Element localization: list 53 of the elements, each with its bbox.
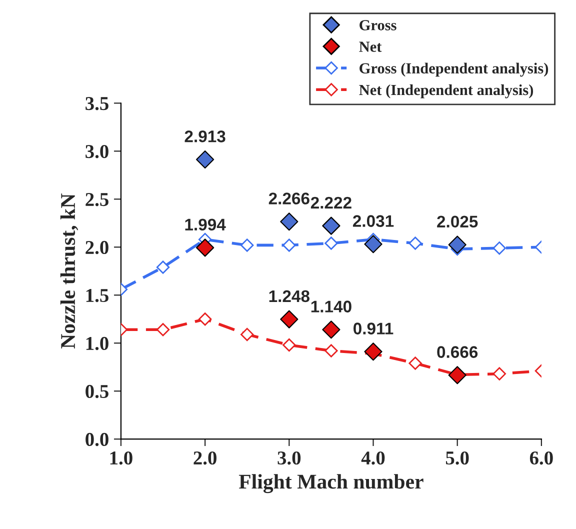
legend-label: Net (Independent analysis) [359, 84, 534, 98]
y-axis-title: Nozzle thrust, kN [60, 194, 78, 349]
point [364, 235, 382, 254]
data-label: 1.994 [185, 218, 226, 231]
x-tick-label: 4.0 [361, 451, 385, 465]
y-tick-label: 1.5 [86, 289, 108, 302]
point [448, 366, 466, 384]
point [156, 323, 170, 336]
x-tick-label: 3.0 [278, 451, 301, 465]
point [408, 356, 422, 370]
data-label: 0.666 [437, 346, 478, 358]
data-label: 2.031 [352, 215, 394, 227]
y-tick-label: 3.0 [86, 144, 108, 158]
data-label: 1.140 [311, 300, 352, 312]
point [448, 236, 466, 254]
legend-label: Gross (Independent analysis) [360, 62, 548, 77]
x-tick-label: 5.0 [446, 451, 469, 465]
point [156, 260, 170, 274]
data-label: 2.913 [184, 130, 226, 142]
point [240, 328, 254, 342]
y-tick-label: 0.0 [86, 432, 108, 446]
point [282, 338, 296, 352]
point [196, 150, 214, 169]
data-label: 1.248 [269, 290, 310, 302]
data-label: 0.911 [354, 322, 394, 334]
point [280, 212, 298, 231]
point [492, 241, 506, 255]
data-label: 2.222 [310, 196, 352, 208]
point [282, 238, 296, 252]
legend-label: Net [359, 42, 382, 52]
point [198, 312, 212, 326]
y-tick-label: 2.5 [86, 193, 108, 206]
point [364, 342, 382, 361]
point [408, 236, 422, 250]
legend-label: Gross [360, 20, 396, 30]
y-tick-label: 2.0 [86, 240, 108, 254]
y-tick-label: 1.0 [86, 336, 108, 350]
data-label: 2.025 [437, 216, 478, 228]
point [240, 238, 254, 252]
point [196, 238, 214, 257]
y-tick-label: 0.5 [86, 384, 108, 398]
x-tick-label: 1.0 [110, 451, 132, 465]
x-tick-label: 6.0 [530, 451, 553, 465]
x-axis-title: Flight Mach number [238, 474, 424, 494]
point [280, 310, 298, 328]
point [322, 320, 340, 339]
point [324, 344, 338, 358]
x-tick-label: 2.0 [194, 451, 216, 465]
point [324, 236, 338, 250]
point [492, 367, 506, 380]
data-label: 2.266 [268, 192, 310, 204]
y-tick-label: 3.5 [86, 97, 108, 110]
point [322, 216, 340, 235]
